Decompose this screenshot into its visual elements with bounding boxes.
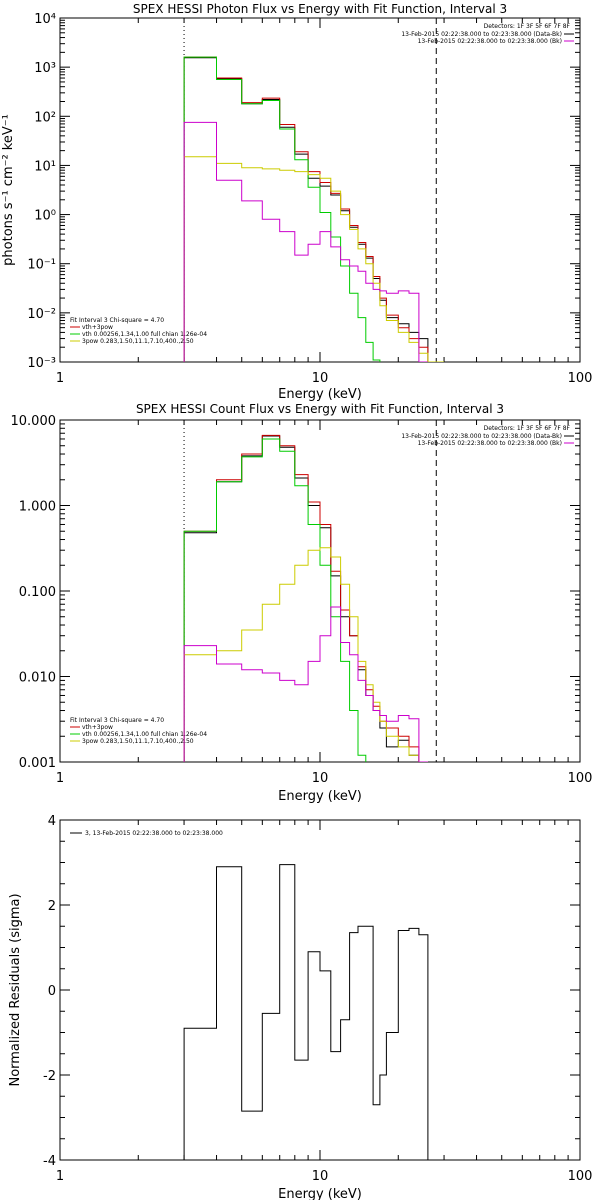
x-tick-label: 10	[312, 1169, 329, 1184]
y-tick-label: 10⁻¹	[27, 258, 56, 273]
x-tick-label: 100	[568, 371, 593, 386]
x-tick-label: 1	[56, 371, 64, 386]
residuals-xlabel: Energy (keV)	[278, 1187, 362, 1200]
fit-legend-label: 3pow 0.283,1.50,11.1,7.10,400.,2.50	[82, 738, 194, 745]
fit-legend-header: Fit Interval 3 Chi-square = 4.70	[70, 717, 164, 724]
count-flux-title: SPEX HESSI Count Flux vs Energy with Fit…	[136, 402, 504, 416]
plot-area	[183, 434, 428, 762]
series-3pow	[183, 156, 445, 362]
x-tick-label: 100	[568, 771, 593, 786]
photon-flux-title: SPEX HESSI Photon Flux vs Energy with Fi…	[133, 2, 507, 16]
photon-flux-ylabel: photons s⁻¹ cm⁻² keV⁻¹	[1, 114, 16, 266]
y-tick-label: 10⁻³	[27, 356, 56, 371]
x-tick-label: 1	[56, 1169, 64, 1184]
y-tick-label: 10³	[34, 61, 56, 76]
series-vth-3pow	[183, 434, 428, 762]
y-tick-label: -2	[43, 1069, 56, 1084]
y-tick-label: 10¹	[34, 159, 56, 174]
series-data-bk	[183, 57, 429, 362]
series-3-13-feb-2015-02-22-38-000-to-02-23-38-000	[183, 864, 429, 1160]
series-3pow	[183, 547, 428, 762]
y-tick-label: 0.100	[19, 585, 56, 600]
legend-entry-label: 13-Feb-2015 02:22:38.000 to 02:23:38.000…	[401, 31, 562, 38]
y-tick-label: -4	[43, 1154, 56, 1169]
fit-legend-label: vth+3pow	[82, 324, 113, 331]
detectors-label: Detectors: 1F 3F 5F 6F 7F 8F	[484, 23, 571, 30]
y-tick-label: 10⁰	[34, 209, 56, 224]
x-tick-label: 10	[312, 371, 329, 386]
plot-frame	[59, 819, 581, 1161]
residuals-ylabel: Normalized Residuals (sigma)	[8, 893, 23, 1086]
photon-flux-xlabel: Energy (keV)	[278, 387, 362, 402]
legend-entry-label: 13-Feb-2015 02:22:38.000 to 02:23:38.000…	[418, 440, 562, 447]
y-tick-label: 0	[48, 984, 56, 999]
x-tick-label: 100	[568, 1169, 593, 1184]
count-flux-xlabel: Energy (keV)	[278, 789, 362, 804]
series-vth	[183, 438, 367, 762]
series-data-bk	[183, 435, 428, 762]
y-tick-label: 10.000	[11, 414, 57, 429]
y-tick-label: 10⁴	[34, 12, 56, 27]
count-flux-panel: SPEX HESSI Count Flux vs Energy with Fit…	[11, 402, 593, 804]
series-bk	[183, 121, 428, 362]
plot-area	[183, 864, 429, 1160]
legend-entry-label: 13-Feb-2015 02:22:38.000 to 02:23:38.000…	[418, 38, 562, 45]
x-tick-label: 10	[312, 771, 329, 786]
residual-legend-label: 3, 13-Feb-2015 02:22:38.000 to 02:23:38.…	[85, 830, 223, 837]
residuals-panel: Energy (keV) Normalized Residuals (sigma…	[8, 814, 592, 1200]
fit-legend-label: 3pow 0.283,1.50,11.1,7.10,400.,2.50	[82, 338, 194, 345]
fit-legend-label: vth 0.00256,1.34,1.00 full chian 1.26e-0…	[82, 731, 207, 738]
series-vth	[183, 56, 381, 362]
y-tick-label: 4	[48, 814, 56, 829]
legend-entry-label: 13-Feb-2015 02:22:38.000 to 02:23:38.000…	[401, 433, 562, 440]
fit-legend-header: Fit Interval 3 Chi-square = 4.70	[70, 317, 164, 324]
fit-legend-label: vth+3pow	[82, 724, 113, 731]
plot-frame	[59, 419, 581, 763]
fit-legend-label: vth 0.00256,1.34,1.00 full chian 1.26e-0…	[82, 331, 207, 338]
detectors-label: Detectors: 1F 3F 5F 6F 7F 8F	[484, 425, 571, 432]
y-tick-label: 2	[48, 899, 56, 914]
y-tick-label: 10²	[34, 110, 56, 125]
y-tick-label: 10⁻²	[27, 307, 56, 322]
x-tick-label: 1	[56, 771, 64, 786]
plot-area	[183, 56, 445, 362]
y-tick-label: 0.001	[19, 756, 56, 771]
series-bk	[183, 606, 428, 762]
y-tick-label: 1.000	[19, 500, 56, 515]
photon-flux-panel: SPEX HESSI Photon Flux vs Energy with Fi…	[1, 2, 592, 402]
series-vth-3pow	[183, 56, 429, 362]
y-tick-label: 0.010	[19, 671, 56, 686]
